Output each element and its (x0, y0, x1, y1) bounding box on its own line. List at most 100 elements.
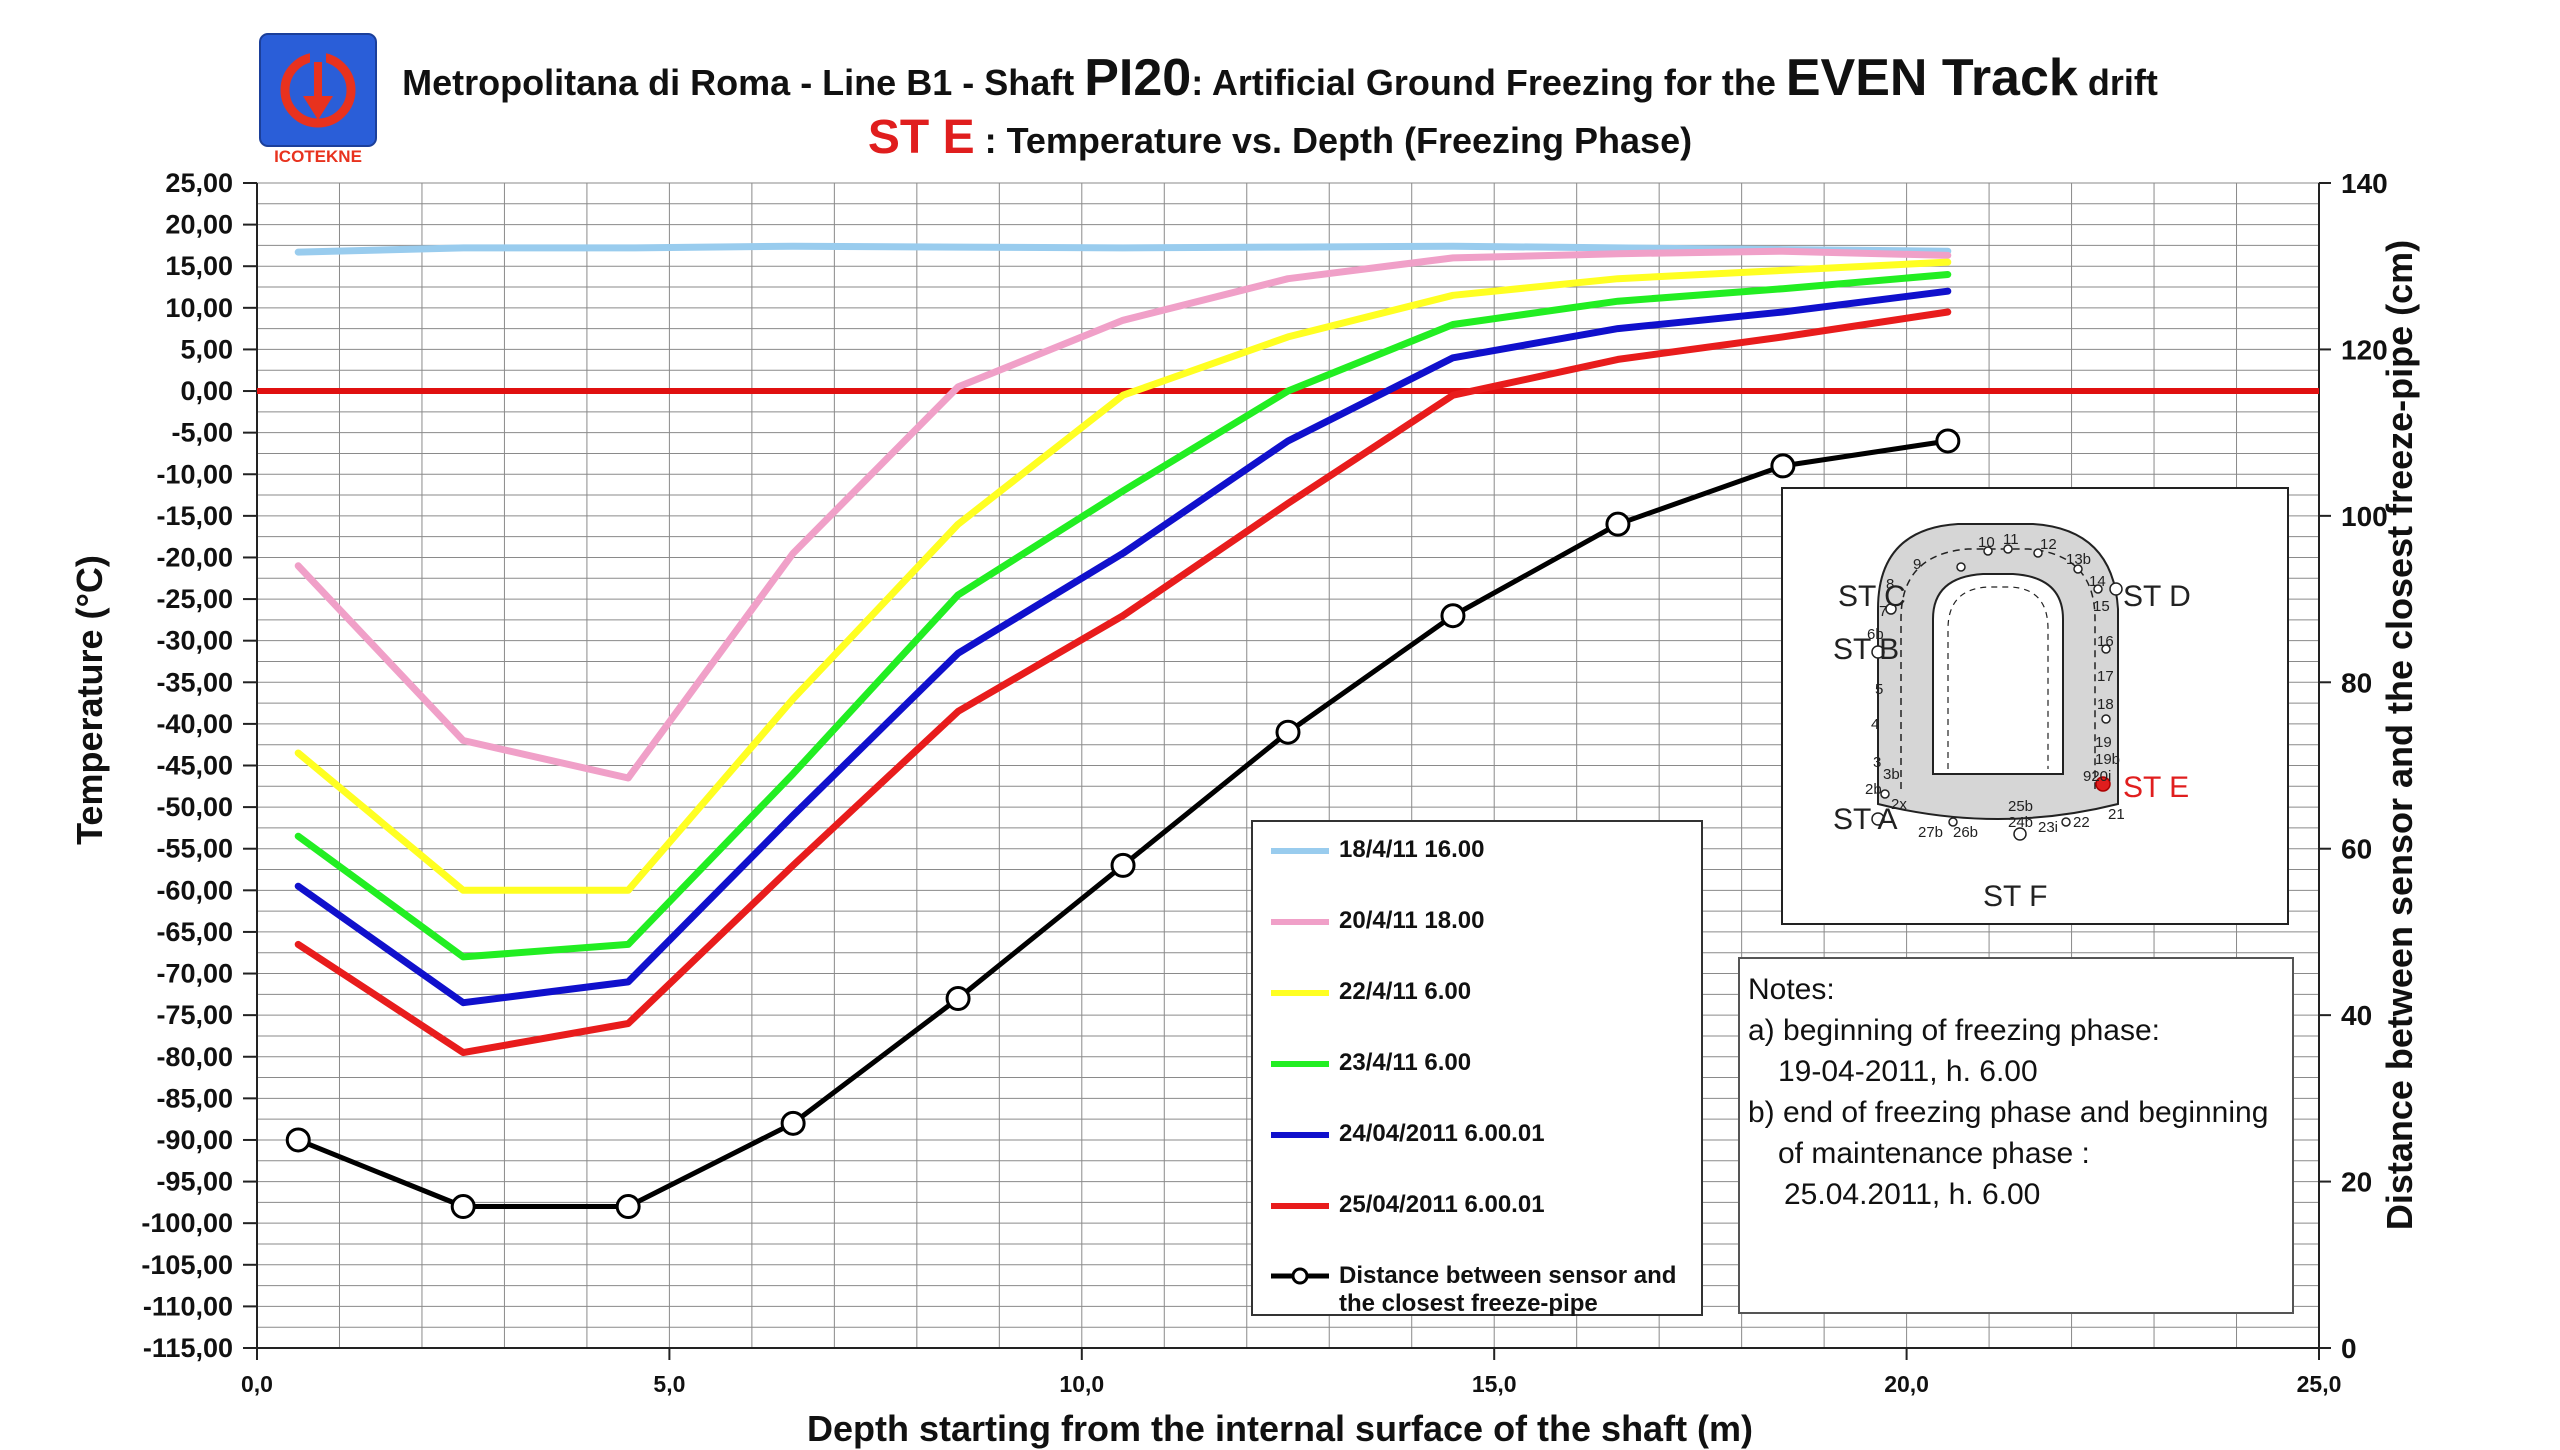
x-tick-label: 0,0 (241, 1371, 273, 1397)
y2-tick-label: 100 (2341, 501, 2388, 532)
y-tick-label: -50,00 (156, 792, 233, 822)
notes-a-value: 19-04-2011, h. 6.00 (1778, 1055, 2038, 1088)
sensor-layout-inset: ST C ST D ST B ST A ST E ST F 10 11 12 1… (1781, 487, 2289, 925)
notes-b-label2: of maintenance phase : (1778, 1137, 2090, 1170)
y-tick-label: -75,00 (156, 1000, 233, 1030)
hole-label: 6b (1867, 626, 1884, 643)
y-tick-label: -45,00 (156, 751, 233, 781)
sensor-st-e-marker (2095, 776, 2111, 792)
hole-label: 9 (1913, 556, 1921, 573)
hole-label: 18 (2097, 696, 2114, 713)
x-tick-label: 15,0 (1472, 1371, 1517, 1397)
notes-heading: Notes: (1748, 973, 1835, 1006)
series-point (1110, 852, 1136, 878)
y-axis-label: Temperature (°C) (69, 555, 110, 845)
hole-label: 12 (2040, 536, 2057, 553)
series-point (1770, 453, 1796, 479)
logo-text: ICOTEKNE (274, 147, 362, 164)
hole-label: 23i (2038, 819, 2058, 836)
hole-label: 21 (2108, 806, 2125, 823)
series-line-3 (294, 271, 1952, 961)
y-tick-label: -15,00 (156, 501, 233, 531)
hole-label: 2b (1865, 781, 1882, 798)
hole-label: 13b (2066, 551, 2091, 568)
x-axis-label: Depth starting from the internal surface… (806, 1408, 1754, 1449)
series-point (945, 986, 971, 1011)
hole-label: 22 (2073, 814, 2090, 831)
hole-label: 3 (1873, 754, 1881, 771)
hole-label: 15 (2093, 598, 2110, 615)
y-tick-label: -100,00 (141, 1208, 233, 1238)
y-tick-label: 15,00 (165, 251, 233, 281)
y-tick-label: -60,00 (156, 875, 233, 905)
series-line-4 (294, 287, 1952, 1007)
y-tick-label: -65,00 (156, 917, 233, 947)
series-point (450, 1194, 476, 1220)
inset-station-label: ST B (1833, 633, 1899, 666)
legend-swatch (1271, 919, 1329, 925)
hole-label: 11 (2003, 531, 2019, 548)
series-point (1275, 719, 1301, 745)
series-line-0 (294, 242, 1952, 256)
series-point (615, 1194, 641, 1220)
series-line-2 (294, 258, 1952, 894)
inset-station-label: ST A (1833, 803, 1897, 836)
notes-b-value: 25.04.2011, h. 6.00 (1784, 1178, 2041, 1211)
icotekne-logo: ICOTEKNE (258, 32, 380, 166)
y-tick-label: -95,00 (156, 1167, 233, 1197)
y-tick-label: -55,00 (156, 834, 233, 864)
y-tick-label: 10,00 (165, 293, 233, 323)
legend-swatch (1271, 1061, 1329, 1067)
x-tick-label: 5,0 (653, 1371, 685, 1397)
hole-label: 25b (2008, 798, 2033, 815)
y2-tick-label: 120 (2341, 334, 2388, 365)
chart-legend: 18/4/11 16.00 20/4/11 18.00 22/4/11 6.00… (1251, 820, 1703, 1317)
hole-label: 2x (1891, 796, 1907, 813)
hole-label: 17 (2097, 668, 2114, 685)
y-tick-label: 5,00 (180, 334, 233, 364)
hole-label: 7 (1879, 603, 1887, 620)
station-label: ST E (867, 111, 975, 164)
inset-station-label: ST D (2123, 580, 2191, 613)
y-tick-label: -80,00 (156, 1042, 233, 1072)
y-tick-label: -115,00 (143, 1333, 233, 1363)
legend-swatch (1271, 1267, 1329, 1285)
x-tick-label: 10,0 (1059, 1371, 1104, 1397)
notes-b-label: b) end of freezing phase and beginning (1748, 1096, 2269, 1129)
series-line-5 (294, 308, 1952, 1057)
legend-swatch (1271, 1203, 1329, 1209)
hole-label: 24b (2008, 814, 2033, 831)
y2-tick-label: 60 (2341, 834, 2372, 865)
inset-station-label: ST C (1838, 580, 1906, 613)
series-point (285, 1127, 311, 1153)
y-tick-label: 0,00 (180, 376, 233, 406)
inset-station-label-highlight: ST E (2123, 771, 2189, 804)
legend-swatch (1271, 848, 1329, 854)
y-tick-label: -25,00 (156, 584, 233, 614)
x-tick-label: 20,0 (1884, 1371, 1929, 1397)
y-tick-label: -30,00 (156, 626, 233, 656)
y-tick-label: -90,00 (156, 1125, 233, 1155)
chart-title: Metropolitana di Roma - Line B1 - Shaft … (402, 49, 2158, 107)
secondary-y-axis-label: Distance between sensor and the closest … (2379, 239, 2420, 1231)
hole-label: 5 (1875, 681, 1883, 698)
y-tick-label: -85,00 (156, 1083, 233, 1113)
series-point (1605, 511, 1631, 537)
hole-label: 16 (2097, 633, 2114, 650)
hole-label: 19b (2095, 751, 2120, 768)
hole-label: 4 (1871, 716, 1879, 733)
series-point (1935, 428, 1961, 454)
y2-tick-label: 40 (2341, 1000, 2372, 1031)
y-tick-label: 20,00 (165, 210, 233, 240)
series-line-1 (294, 247, 1952, 782)
y-tick-label: -5,00 (171, 418, 233, 448)
y2-tick-label: 80 (2341, 667, 2372, 698)
series-point (780, 1110, 806, 1136)
y2-tick-label: 20 (2341, 1167, 2372, 1198)
hole-label: 14 (2089, 573, 2106, 590)
hole-label: 26b (1953, 824, 1978, 841)
legend-swatch (1271, 990, 1329, 996)
x-tick-label: 25,0 (2297, 1371, 2342, 1397)
hole-label: 19 (2095, 734, 2112, 751)
y-tick-label: -20,00 (156, 542, 233, 572)
